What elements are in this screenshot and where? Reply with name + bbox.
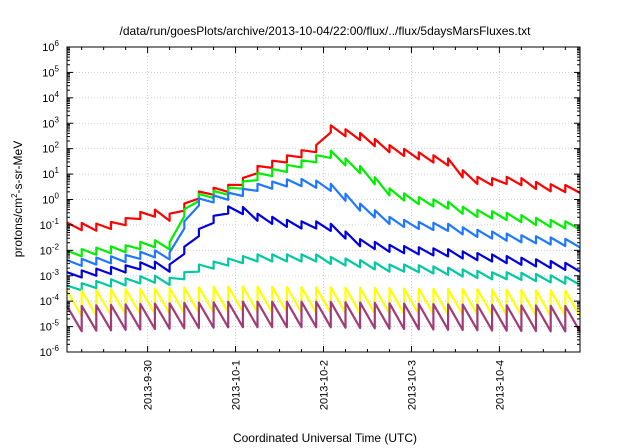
y-tick-base: 10 — [42, 144, 54, 156]
x-tick-labels: 2013-9-30 2013-10-1 2013-10-2 2013-10-3 2013… — [143, 360, 507, 410]
y-tick-exponent: 3 — [55, 115, 60, 124]
y-tick-base: 10 — [42, 67, 54, 79]
chart-title: /data/run/goesPlots/archive/2013-10-04/2… — [120, 24, 532, 38]
y-tick-base: 10 — [40, 296, 52, 308]
series-line-1 — [66, 124, 581, 232]
series-line-5 — [66, 253, 581, 292]
y-tick-label: 106 — [42, 39, 59, 54]
y-tick-base: 10 — [42, 118, 54, 130]
y-tick-base: 10 — [40, 322, 52, 334]
y-tick-label: 105 — [42, 64, 59, 79]
y-tick-base: 10 — [42, 169, 54, 181]
y-tick-label: 103 — [42, 115, 59, 130]
y-tick-base: 10 — [40, 347, 52, 359]
y-axis-label-sup: 2 — [10, 193, 19, 198]
y-axis-label-pre: protons/cm — [11, 198, 25, 257]
x-tick-label: 2013-9-30 — [143, 360, 155, 410]
ticks — [67, 46, 580, 353]
y-axis-label: protons/cm2-s-sr-MeV — [10, 141, 25, 257]
x-tick-label: 2013-10-3 — [406, 360, 418, 410]
y-tick-base: 10 — [40, 245, 52, 257]
y-tick-base: 10 — [42, 93, 54, 105]
y-tick-exponent: 6 — [55, 39, 60, 48]
series-line-4 — [66, 205, 581, 279]
x-tick-label: 2013-10-4 — [494, 360, 506, 410]
y-tick-label: 10-3 — [40, 268, 60, 283]
y-tick-label: 102 — [42, 141, 59, 156]
x-axis-label: Coordinated Universal Time (UTC) — [233, 431, 417, 445]
y-tick-base: 10 — [42, 195, 54, 207]
series-line-7 — [66, 300, 581, 333]
series-line-3 — [66, 177, 581, 267]
y-tick-exponent: 1 — [55, 166, 60, 175]
y-tick-exponent: -6 — [52, 344, 60, 353]
y-tick-exponent: -3 — [52, 268, 60, 277]
y-tick-base: 10 — [40, 271, 52, 283]
y-tick-label: 10-1 — [40, 217, 60, 232]
y-tick-exponent: -5 — [52, 319, 60, 328]
y-tick-exponent: -2 — [52, 242, 60, 251]
y-tick-labels: 10-610-510-410-310-210-11001011021031041… — [40, 39, 60, 359]
y-tick-label: 101 — [42, 166, 59, 181]
y-tick-label: 10-2 — [40, 242, 60, 257]
y-tick-exponent: 2 — [55, 141, 60, 150]
y-tick-label: 10-4 — [40, 293, 60, 308]
y-tick-base: 10 — [42, 42, 54, 54]
x-tick-label: 2013-10-1 — [231, 360, 243, 410]
y-tick-exponent: 4 — [55, 90, 60, 99]
y-tick-exponent: -1 — [52, 217, 60, 226]
x-tick-label: 2013-10-2 — [319, 360, 331, 410]
y-tick-label: 104 — [42, 90, 59, 105]
y-tick-exponent: 0 — [55, 192, 60, 201]
series-line-2 — [66, 149, 581, 258]
y-tick-label: 10-6 — [40, 344, 60, 359]
y-axis-label-post: -s-sr-MeV — [11, 141, 25, 194]
y-tick-base: 10 — [40, 220, 52, 232]
y-tick-label: 10-5 — [40, 319, 60, 334]
y-tick-exponent: -4 — [52, 293, 60, 302]
series-line-6 — [66, 285, 581, 318]
series-layer — [66, 124, 581, 333]
y-tick-label: 100 — [42, 192, 59, 207]
y-tick-exponent: 5 — [55, 64, 60, 73]
